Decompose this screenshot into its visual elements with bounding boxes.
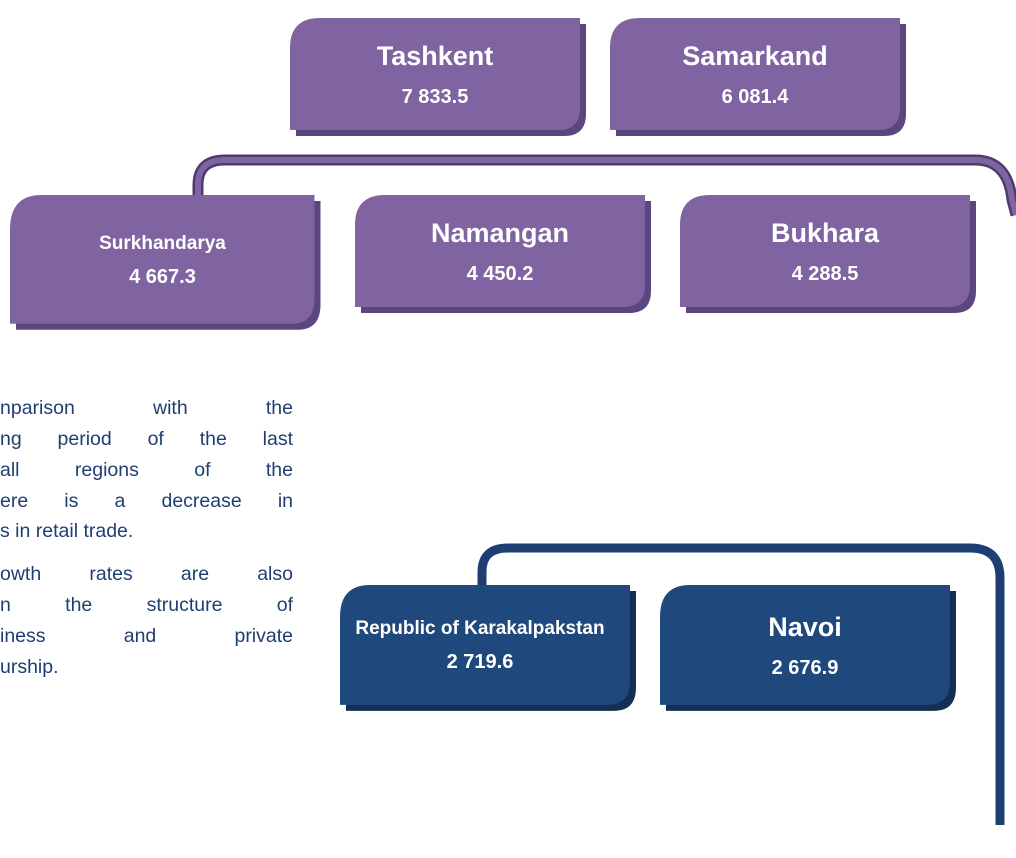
node: Republic of Karakalpakstan 2 719.6 [350, 585, 610, 705]
node: Tashkent 7 833.5 [290, 18, 580, 130]
text-line: n the structure of [0, 594, 293, 616]
text-line: all regions of the [0, 459, 293, 481]
node-label: Navoi [768, 611, 842, 642]
node: Surkhandarya 4 667.3 [10, 195, 315, 325]
node-label: Surkhandarya [99, 232, 226, 254]
node-label: Namangan [430, 217, 570, 248]
node-label: Samarkand [682, 40, 828, 71]
connector [195, 157, 1016, 216]
node-label: Republic of Karakalpakstan [355, 617, 605, 639]
node-value: 7 833.5 [401, 85, 469, 108]
node-value: 4 288.5 [791, 262, 859, 285]
text-line: nparison with the [0, 397, 293, 419]
node-value: 4 667.3 [129, 265, 196, 288]
connector [477, 543, 1005, 825]
text-line: ng period of the last [0, 428, 293, 450]
node: Navoi 2 676.9 [660, 585, 950, 705]
node-label: Tashkent [376, 40, 494, 71]
text-line: s in retail trade. [0, 520, 134, 542]
node-value: 2 719.6 [446, 650, 514, 673]
node-value: 4 450.2 [466, 262, 534, 285]
node-label: Bukhara [770, 217, 880, 248]
node-value: 6 081.4 [721, 85, 789, 108]
text-line: iness and private [0, 625, 293, 647]
node: Namangan 4 450.2 [355, 195, 645, 307]
node-value: 2 676.9 [771, 656, 839, 679]
node: Samarkand 6 081.4 [610, 18, 900, 130]
text-line: urship. [0, 656, 59, 678]
node: Bukhara 4 288.5 [680, 195, 970, 307]
text-line: owth rates are also [0, 563, 293, 585]
text-line: ere is a decrease in [0, 490, 293, 512]
